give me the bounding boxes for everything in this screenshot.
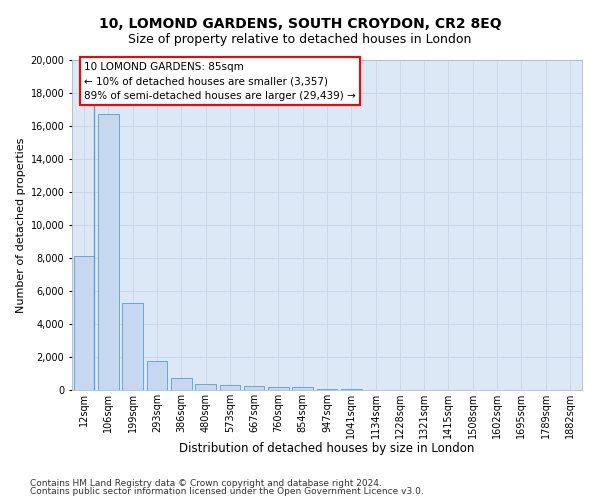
Text: Size of property relative to detached houses in London: Size of property relative to detached ho… (128, 32, 472, 46)
Bar (146, 361, 167, 390)
Bar (292, 388, 313, 390)
Bar (220, 386, 240, 390)
Text: 10, LOMOND GARDENS, SOUTH CROYDON, CR2 8EQ: 10, LOMOND GARDENS, SOUTH CROYDON, CR2 8… (98, 18, 502, 32)
Bar (171, 378, 191, 390)
Bar (268, 386, 289, 390)
Text: Contains public sector information licensed under the Open Government Licence v3: Contains public sector information licen… (30, 487, 424, 496)
Text: 10 LOMOND GARDENS: 85sqm
← 10% of detached houses are smaller (3,357)
89% of sem: 10 LOMOND GARDENS: 85sqm ← 10% of detach… (84, 62, 356, 101)
Bar (74, 256, 94, 390)
Text: Contains HM Land Registry data © Crown copyright and database right 2024.: Contains HM Land Registry data © Crown c… (30, 478, 382, 488)
Y-axis label: Number of detached properties: Number of detached properties (16, 138, 26, 312)
Bar (98, 114, 119, 390)
Bar (317, 388, 337, 390)
Bar (341, 389, 362, 390)
X-axis label: Distribution of detached houses by size in London: Distribution of detached houses by size … (179, 442, 475, 456)
Bar (122, 302, 143, 390)
Bar (195, 384, 216, 390)
Bar (244, 386, 265, 390)
